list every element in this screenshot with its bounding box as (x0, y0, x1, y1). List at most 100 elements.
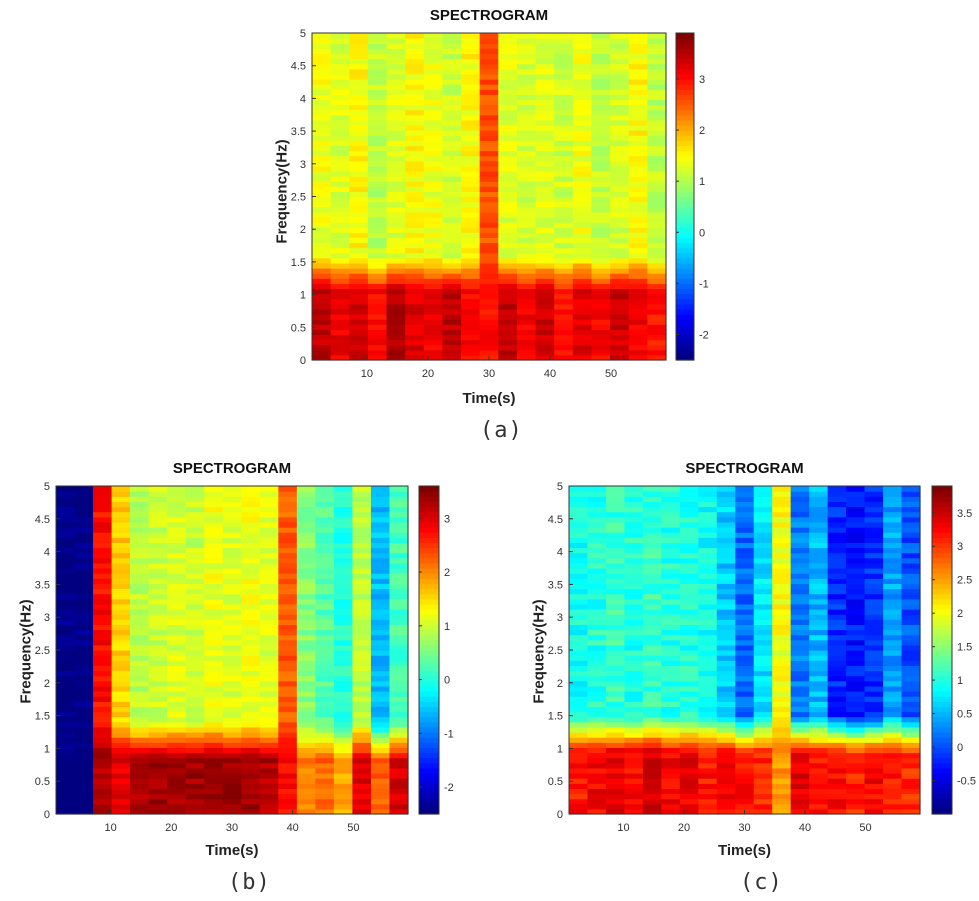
cell (370, 593, 391, 600)
cell (591, 84, 611, 90)
cell (389, 701, 409, 707)
cell (809, 516, 829, 523)
cell (148, 511, 168, 518)
cell (185, 711, 205, 718)
cell (423, 339, 444, 346)
cell (204, 527, 224, 533)
cell (389, 532, 409, 538)
cell (572, 135, 593, 141)
cell (349, 344, 369, 351)
cell (367, 201, 388, 208)
cell (479, 232, 499, 238)
cell (74, 762, 94, 769)
cell (423, 242, 444, 249)
cell (130, 726, 150, 733)
cell (259, 552, 279, 559)
cell (679, 655, 699, 661)
y-tick-label: 4 (557, 547, 563, 559)
cell (827, 752, 847, 759)
cell (479, 237, 499, 244)
cell (591, 104, 611, 111)
cell (605, 783, 626, 789)
cell (259, 757, 279, 764)
cell (498, 58, 518, 65)
cell (389, 752, 409, 759)
cell (587, 803, 607, 810)
cell (423, 99, 444, 106)
cell (610, 349, 630, 356)
cell (74, 747, 94, 754)
cell (204, 511, 224, 518)
cell (167, 793, 187, 800)
cell (498, 242, 518, 249)
cell (167, 691, 187, 697)
cell (74, 706, 94, 713)
cell (624, 629, 644, 636)
cell (883, 644, 903, 651)
cell (753, 532, 773, 538)
cell (554, 268, 574, 274)
cell (130, 655, 150, 661)
cell (370, 603, 391, 610)
colorbar-swatch (419, 583, 439, 590)
cell (333, 650, 354, 656)
cell (315, 691, 335, 697)
cell (661, 803, 681, 810)
cell (278, 716, 298, 723)
cell (827, 783, 847, 789)
cell (386, 38, 406, 44)
cell (222, 742, 242, 748)
colorbar-swatch (419, 762, 439, 769)
cell (605, 665, 626, 672)
cell (185, 732, 205, 738)
cell (185, 778, 205, 784)
cell (352, 701, 372, 707)
cell (352, 696, 372, 702)
cell (591, 303, 611, 310)
cell (389, 675, 409, 682)
colorbar-swatch (676, 63, 694, 70)
cell (498, 160, 518, 167)
cell (554, 196, 574, 203)
cell (554, 222, 574, 228)
cell (846, 767, 866, 774)
cell (461, 324, 481, 330)
cell (148, 598, 168, 605)
cell (827, 655, 847, 661)
cell (790, 527, 810, 533)
cell (352, 788, 372, 795)
cell (605, 680, 626, 687)
cell (883, 747, 903, 754)
cell (516, 242, 537, 249)
cell (554, 99, 574, 106)
cell (222, 691, 242, 697)
cell (772, 578, 792, 584)
colorbar-swatch (419, 644, 439, 651)
cell (386, 268, 406, 274)
cell (370, 788, 391, 795)
cell (846, 634, 866, 641)
colorbar-swatch (676, 227, 694, 233)
cell (846, 624, 866, 631)
cell (386, 130, 406, 136)
cell (389, 650, 409, 656)
cell (93, 644, 113, 651)
cell (185, 716, 205, 723)
cell (349, 145, 369, 152)
cell (461, 288, 481, 295)
cell (572, 63, 593, 70)
cell (386, 349, 406, 356)
cell (370, 752, 391, 759)
cell (56, 506, 76, 513)
cell (569, 593, 589, 600)
cell (698, 762, 718, 769)
cell (442, 216, 462, 223)
cell (624, 639, 644, 646)
cell (148, 701, 168, 707)
cell (753, 778, 773, 784)
cell (367, 99, 388, 106)
cell (698, 578, 718, 584)
cell (624, 665, 644, 672)
cell (56, 650, 76, 656)
colorbar-swatch (932, 506, 952, 513)
